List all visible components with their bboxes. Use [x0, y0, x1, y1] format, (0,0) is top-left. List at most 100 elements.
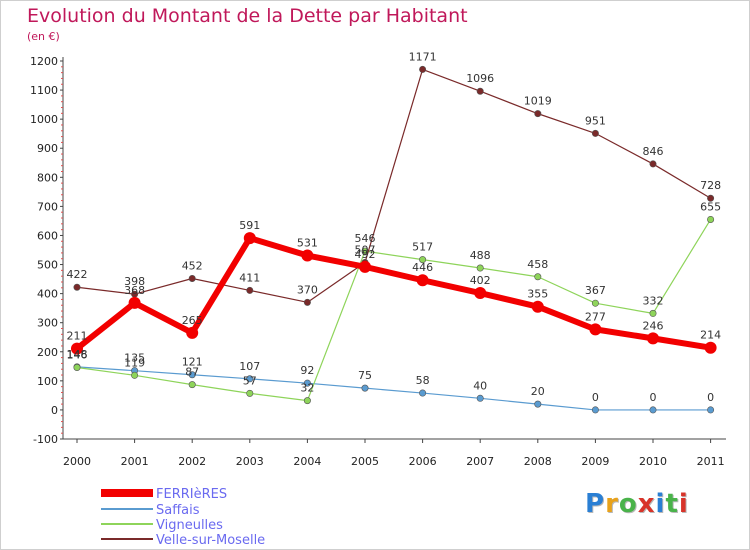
data-point-ferri-res — [359, 260, 371, 273]
data-label-velle-sur-moselle: 422 — [67, 268, 88, 281]
data-point-vigneulles — [73, 363, 81, 371]
data-label-velle-sur-moselle: 370 — [297, 283, 318, 296]
data-label-saffais: 107 — [239, 360, 260, 373]
data-label-velle-sur-moselle: 951 — [585, 114, 606, 127]
x-tick-label: 2002 — [178, 455, 206, 468]
y-tick-label: 300 — [37, 317, 58, 330]
data-point-vigneulles — [419, 256, 427, 264]
data-point-saffais — [361, 384, 369, 392]
data-label-saffais: 0 — [707, 391, 714, 404]
data-label-vigneulles: 655 — [700, 200, 721, 213]
data-label-vigneulles: 546 — [355, 232, 376, 245]
data-label-velle-sur-moselle: 411 — [239, 271, 260, 284]
data-point-ferri-res — [647, 332, 659, 345]
x-tick-label: 2001 — [121, 455, 149, 468]
data-label-ferri-res: 214 — [700, 329, 721, 342]
x-tick-label: 2006 — [409, 455, 437, 468]
data-label-saffais: 92 — [300, 364, 314, 377]
data-label-vigneulles: 32 — [300, 382, 314, 395]
series-line-vigneulles — [76, 219, 712, 402]
logo-letter: o — [618, 489, 638, 519]
data-label-velle-sur-moselle: 1019 — [524, 95, 552, 108]
data-label-velle-sur-moselle: 507 — [355, 244, 376, 257]
x-tick-label: 2000 — [63, 455, 91, 468]
legend-label-ferri-res: FERRIèRES — [156, 487, 227, 502]
data-point-vigneulles — [591, 299, 599, 307]
data-label-vigneulles: 57 — [243, 374, 257, 387]
data-label-vigneulles: 119 — [124, 356, 145, 369]
data-point-saffais — [246, 375, 254, 383]
data-label-ferri-res: 591 — [239, 219, 260, 232]
data-label-ferri-res: 446 — [412, 261, 433, 274]
x-tick-label: 2007 — [466, 455, 494, 468]
y-tick-label: 500 — [37, 259, 58, 272]
data-point-ferri-res — [416, 274, 429, 287]
data-point-velle-sur-moselle — [303, 298, 311, 306]
data-point-vigneulles — [188, 381, 196, 389]
y-tick-label: 600 — [37, 229, 58, 242]
y-tick-label: -100 — [33, 433, 58, 446]
data-point-saffais — [591, 406, 599, 414]
data-point-vigneulles — [131, 371, 139, 379]
x-tick-label: 2009 — [581, 455, 609, 468]
data-point-ferri-res — [186, 326, 199, 339]
data-label-ferri-res: 368 — [124, 284, 145, 297]
data-label-saffais: 0 — [650, 391, 657, 404]
x-tick-label: 2008 — [524, 455, 552, 468]
data-label-ferri-res: 211 — [67, 330, 88, 343]
data-point-velle-sur-moselle — [534, 110, 542, 118]
logo-letter: i — [678, 489, 689, 519]
legend-label-velle-sur-moselle: Velle-sur-Moselle — [156, 533, 265, 548]
data-point-velle-sur-moselle — [246, 286, 254, 294]
data-point-vigneulles — [303, 397, 311, 405]
data-label-ferri-res: 402 — [470, 274, 491, 287]
data-point-vigneulles — [476, 264, 484, 272]
x-tick-label: 2003 — [236, 455, 264, 468]
chart-title: Evolution du Montant de la Dette par Hab… — [27, 5, 468, 27]
data-label-ferri-res: 531 — [297, 237, 318, 250]
logo-letter: t — [665, 489, 679, 519]
series-line-saffais — [76, 366, 711, 411]
data-point-velle-sur-moselle — [419, 65, 427, 73]
x-tick-label: 2011 — [697, 455, 725, 468]
data-point-velle-sur-moselle — [649, 160, 657, 168]
data-label-velle-sur-moselle: 1171 — [409, 50, 437, 63]
x-tick-label: 2004 — [293, 455, 321, 468]
data-label-velle-sur-moselle: 398 — [124, 275, 145, 288]
x-tick-label: 2010 — [639, 455, 667, 468]
data-label-vigneulles: 332 — [643, 294, 664, 307]
data-label-saffais: 58 — [416, 374, 430, 387]
data-label-saffais: 148 — [67, 348, 88, 361]
data-label-ferri-res: 492 — [355, 248, 376, 261]
y-tick-label: 0 — [51, 404, 58, 417]
data-label-ferri-res: 265 — [182, 314, 203, 327]
y-tick-label: 800 — [37, 171, 58, 184]
data-point-ferri-res — [589, 323, 602, 336]
data-label-saffais: 40 — [473, 379, 487, 392]
y-tick-label: 1000 — [30, 113, 58, 126]
data-label-vigneulles: 488 — [470, 249, 491, 262]
data-label-velle-sur-moselle: 452 — [182, 259, 203, 272]
data-point-ferri-res — [243, 232, 256, 245]
logo-letter: P — [585, 489, 606, 519]
data-point-vigneulles — [649, 309, 657, 317]
data-point-saffais — [649, 406, 657, 414]
x-tick-label: 2005 — [351, 455, 379, 468]
data-point-vigneulles — [534, 273, 542, 281]
data-label-ferri-res: 277 — [585, 310, 606, 323]
data-point-vigneulles — [707, 215, 715, 223]
data-point-saffais — [534, 400, 542, 408]
data-point-velle-sur-moselle — [188, 274, 196, 282]
data-point-ferri-res — [128, 296, 141, 309]
data-point-velle-sur-moselle — [73, 283, 81, 291]
y-tick-label: 1100 — [30, 84, 58, 97]
data-point-ferri-res — [301, 249, 314, 262]
data-point-saffais — [476, 394, 484, 402]
data-point-ferri-res — [531, 300, 544, 313]
logo-letter: r — [605, 489, 619, 519]
data-label-ferri-res: 246 — [643, 319, 664, 332]
y-tick-label: 400 — [37, 288, 58, 301]
data-label-saffais: 135 — [124, 352, 145, 365]
